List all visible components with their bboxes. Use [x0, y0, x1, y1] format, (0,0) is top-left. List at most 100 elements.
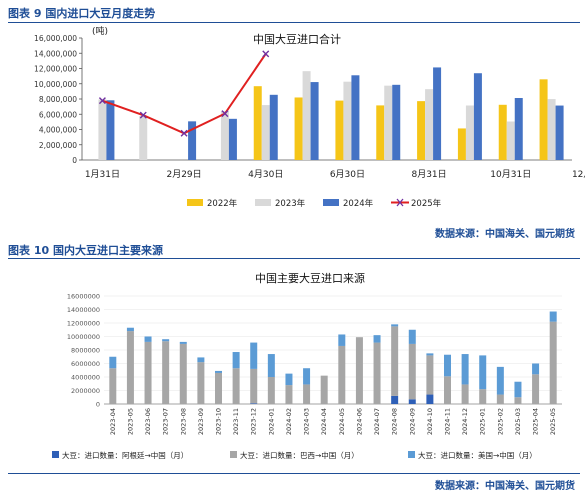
stack-segment-大豆：进口数量：阿根廷→中国（月）	[250, 403, 258, 404]
stack-segment-大豆：进口数量：巴西→中国（月）	[532, 374, 540, 404]
legend-label-2025年: 2025年	[411, 198, 442, 209]
y-tick-label: 16000000	[67, 293, 100, 301]
y-tick-label: 14000000	[67, 306, 100, 314]
stack-segment-大豆：进口数量：美国→中国（月）	[126, 327, 134, 332]
y-tick-label: 6,000,000	[39, 110, 77, 119]
bar-2024年	[514, 98, 523, 160]
figure2-label: 图表 10 国内大豆进口主要来源	[8, 244, 163, 257]
bar-2024年	[392, 84, 401, 160]
stack-segment-大豆：进口数量：巴西→中国（月）	[549, 321, 557, 404]
x-tick-label: 2023-09	[197, 408, 205, 435]
x-tick-label: 2025-03	[514, 408, 522, 435]
legend-swatch-大豆：进口数量：巴西→中国（月）	[230, 451, 237, 458]
line-2025年	[102, 53, 267, 135]
legend-marker-2025年	[396, 198, 404, 207]
stack-segment-大豆：进口数量：巴西→中国（月）	[126, 331, 134, 404]
x-tick-label: 2023-10	[215, 408, 223, 435]
bar-2022年	[417, 101, 426, 160]
stack-segment-大豆：进口数量：巴西→中国（月）	[496, 394, 504, 404]
y-tick-label: 10000000	[67, 333, 100, 341]
stack-segment-大豆：进口数量：阿根廷→中国（月）	[426, 394, 434, 404]
figure1-label: 图表 9 国内进口大豆月度走势	[8, 7, 156, 20]
x-tick-label: 2025-02	[496, 408, 504, 435]
bar-2024年	[228, 118, 237, 160]
stack-segment-大豆：进口数量：巴西→中国（月）	[267, 377, 275, 404]
stack-segment-大豆：进口数量：巴西→中国（月）	[303, 384, 311, 404]
line-point-2025年	[262, 50, 270, 58]
stack-segment-大豆：进口数量：巴西→中国（月）	[461, 384, 469, 404]
x-tick-label: 2024-05	[338, 408, 346, 435]
stack-segment-大豆：进口数量：美国→中国（月）	[197, 357, 205, 363]
x-tick-label: 2024-03	[303, 408, 311, 435]
x-tick-label: 2025-04	[532, 408, 540, 435]
stack-segment-大豆：进口数量：美国→中国（月）	[109, 356, 117, 369]
stack-segment-大豆：进口数量：美国→中国（月）	[532, 363, 540, 375]
x-tick-label: 12月31日	[572, 169, 585, 180]
stack-segment-大豆：进口数量：美国→中国（月）	[496, 366, 504, 395]
bar-2024年	[473, 73, 482, 160]
bar-2022年	[457, 128, 466, 160]
stack-segment-大豆：进口数量：美国→中国（月）	[232, 352, 240, 369]
bar-2023年	[384, 85, 393, 160]
figure1-top-rule	[8, 22, 580, 23]
stack-segment-大豆：进口数量：阿根廷→中国（月）	[408, 399, 416, 404]
bar-2024年	[310, 82, 319, 160]
stack-segment-大豆：进口数量：巴西→中国（月）	[215, 372, 222, 404]
x-tick-label: 2023-04	[109, 408, 117, 435]
x-tick-label: 2023-07	[162, 408, 170, 435]
legend-swatch-2024年	[323, 199, 339, 206]
bar-2023年	[302, 71, 311, 160]
bar-2024年	[188, 121, 197, 160]
stack-segment-大豆：进口数量：美国→中国（月）	[426, 353, 434, 356]
legend-label-大豆：进口数量：美国→中国（月）: 大豆：进口数量：美国→中国（月）	[418, 450, 537, 460]
bar-2023年	[98, 99, 107, 160]
y-tick-label: 12,000,000	[34, 65, 77, 74]
stack-segment-大豆：进口数量：巴西→中国（月）	[444, 376, 451, 404]
figure2-source: 数据来源：中国海关、国元期货	[435, 481, 575, 491]
x-tick-label: 6月30日	[330, 169, 365, 180]
y-tick-label: 16,000,000	[34, 34, 77, 43]
stack-segment-大豆：进口数量：巴西→中国（月）	[144, 341, 152, 404]
legend-label-2024年: 2024年	[343, 198, 374, 209]
x-tick-label: 2024-11	[444, 408, 452, 435]
stack-segment-大豆：进口数量：美国→中国（月）	[479, 355, 487, 390]
line-point-2025年	[180, 129, 188, 137]
stack-segment-大豆：进口数量：美国→中国（月）	[162, 339, 170, 342]
y-tick-label: 14,000,000	[34, 49, 77, 58]
x-tick-label: 8月31日	[411, 169, 446, 180]
x-tick-label: 2024-04	[320, 408, 328, 435]
stack-segment-大豆：进口数量：美国→中国（月）	[285, 373, 293, 386]
stack-segment-大豆：进口数量：巴西→中国（月）	[373, 342, 381, 404]
bar-2023年	[425, 89, 434, 160]
x-tick-label: 2024-09	[408, 408, 416, 435]
y-tick-label: 8000000	[71, 347, 100, 355]
x-tick-label: 2023-08	[179, 408, 187, 435]
stack-segment-大豆：进口数量：巴西→中国（月）	[514, 397, 522, 404]
stack-segment-大豆：进口数量：巴西→中国（月）	[179, 343, 187, 404]
stack-segment-大豆：进口数量：美国→中国（月）	[444, 354, 451, 377]
x-tick-label: 2025-01	[479, 408, 487, 435]
stack-segment-大豆：进口数量：美国→中国（月）	[373, 335, 381, 343]
stack-segment-大豆：进口数量：美国→中国（月）	[250, 342, 258, 369]
y-tick-label: 2000000	[71, 387, 100, 395]
x-tick-label: 2023-11	[232, 408, 240, 435]
bar-2023年	[547, 99, 556, 160]
y-tick-label: 0	[72, 156, 77, 165]
bar-2023年	[465, 105, 474, 160]
y-tick-label: 6000000	[71, 360, 100, 368]
stack-segment-大豆：进口数量：美国→中国（月）	[303, 368, 311, 385]
stack-segment-大豆：进口数量：巴西→中国（月）	[408, 343, 416, 400]
stack-segment-大豆：进口数量：巴西→中国（月）	[391, 326, 399, 396]
stack-segment-大豆：进口数量：巴西→中国（月）	[426, 355, 434, 395]
x-tick-label: 2024-08	[391, 408, 399, 435]
bar-2022年	[539, 79, 548, 160]
y-tick-label: 0	[96, 401, 100, 409]
x-tick-label: 2025-05	[549, 408, 557, 435]
x-tick-label: 2023-06	[144, 408, 152, 435]
legend-label-2023年: 2023年	[275, 198, 306, 209]
stack-segment-大豆：进口数量：美国→中国（月）	[144, 336, 152, 342]
line-point-2025年	[98, 97, 106, 105]
legend-label-大豆：进口数量：阿根廷→中国（月）: 大豆：进口数量：阿根廷→中国（月）	[62, 450, 188, 460]
x-tick-label: 2024-12	[461, 408, 469, 435]
